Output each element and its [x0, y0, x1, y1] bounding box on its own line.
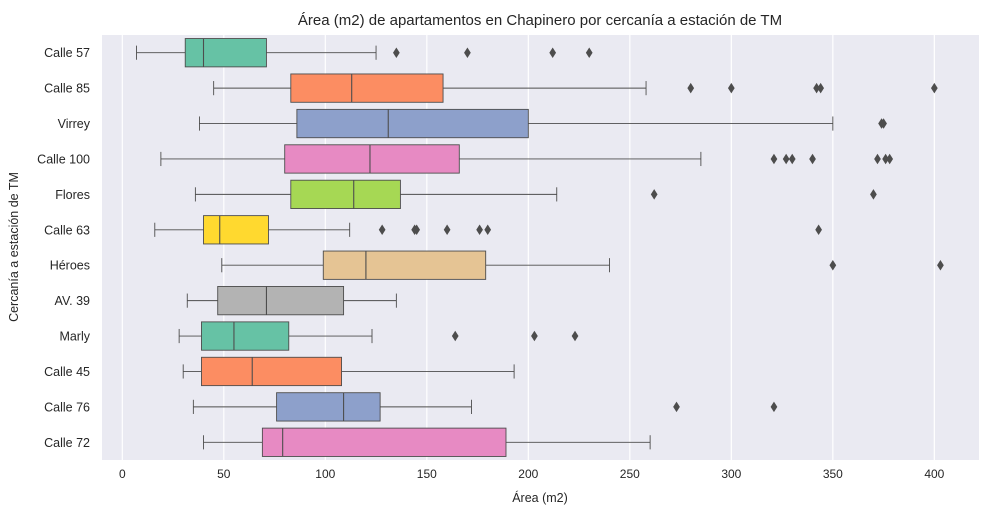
outlier-4-1	[870, 189, 877, 200]
outlier-10-0	[673, 401, 680, 413]
plot-background	[102, 35, 979, 460]
box-1	[290, 73, 444, 103]
box-11	[261, 427, 507, 457]
outlier-0-0	[393, 47, 400, 58]
outlier-3-3	[809, 153, 816, 165]
chart-title: Área (m2) de apartamentos en Chapinero p…	[298, 12, 782, 29]
box-5	[203, 215, 269, 245]
outlier-1-3	[817, 82, 825, 94]
outlier-5-3	[443, 224, 451, 236]
x-tick-label-250: 250	[620, 467, 640, 481]
outlier-6-1	[937, 259, 944, 271]
outlier-10-1	[770, 401, 778, 413]
y-tick-label-3: Calle 100	[37, 152, 90, 166]
outlier-1-0	[687, 82, 695, 94]
box-group-11	[203, 427, 651, 457]
y-tick-label-2: Virrey	[58, 117, 91, 131]
x-tick-label-300: 300	[721, 467, 741, 481]
outlier-3-2	[788, 153, 796, 165]
box-group-1	[213, 73, 938, 103]
y-tick-label-1: Calle 85	[44, 82, 90, 96]
box-group-10	[192, 392, 778, 422]
box-group-5	[154, 215, 822, 245]
y-tick-label-5: Calle 63	[44, 223, 90, 237]
y-axis-label: Cercanía a estación de TM	[7, 172, 21, 322]
outlier-2-1	[880, 118, 887, 129]
x-tick-label-0: 0	[119, 467, 126, 481]
box-group-7	[186, 286, 397, 316]
y-tick-labels: Calle 57 Calle 85 Virrey Calle 100 Flores Cal…	[37, 46, 91, 450]
outlier-8-0	[451, 330, 459, 342]
x-tick-label-400: 400	[924, 467, 944, 481]
x-axis-label: Área (m2)	[512, 490, 568, 505]
box-3	[284, 144, 460, 174]
outlier-3-0	[770, 153, 778, 165]
y-tick-label-11: Calle 72	[44, 436, 90, 450]
y-tick-label-4: Flores	[55, 188, 90, 202]
y-tick-label-0: Calle 57	[44, 46, 90, 60]
x-tick-label-150: 150	[417, 467, 437, 481]
box-6	[322, 250, 487, 280]
outlier-5-2	[413, 224, 421, 236]
y-tick-label-10: Calle 76	[44, 400, 90, 414]
box-9	[201, 356, 343, 387]
outlier-5-6	[815, 224, 822, 236]
outlier-1-4	[930, 82, 938, 94]
outlier-1-1	[727, 82, 735, 94]
boxes	[136, 38, 944, 457]
x-tick-labels: 0 50 100 150 200 250 300 350 400	[119, 467, 945, 481]
box-group-4	[194, 179, 877, 209]
box-group-9	[182, 356, 515, 387]
outlier-5-5	[484, 224, 492, 236]
box-group-2	[198, 108, 887, 139]
outlier-5-4	[476, 224, 483, 236]
outlier-8-2	[571, 330, 579, 342]
box-group-3	[160, 144, 894, 174]
box-4	[290, 179, 401, 209]
x-tick-label-200: 200	[518, 467, 538, 481]
outlier-1-2	[813, 82, 820, 94]
x-tick-label-50: 50	[217, 467, 231, 481]
outlier-8-1	[531, 330, 538, 342]
box-10	[276, 392, 381, 422]
outlier-3-6	[886, 153, 894, 165]
outlier-4-0	[650, 189, 658, 200]
outlier-0-3	[585, 47, 593, 58]
outlier-3-5	[882, 153, 889, 165]
box-group-8	[178, 321, 579, 351]
box-0	[184, 38, 267, 68]
outlier-3-4	[874, 153, 881, 165]
outlier-6-0	[829, 259, 837, 271]
y-tick-label-6: Héroes	[50, 259, 90, 273]
x-tick-label-350: 350	[823, 467, 843, 481]
x-tick-label-100: 100	[315, 467, 335, 481]
gridlines	[121, 35, 935, 460]
box-2	[296, 108, 529, 139]
outlier-5-0	[378, 224, 386, 236]
box-7	[217, 286, 345, 316]
box-8	[201, 321, 290, 351]
box-group-6	[221, 250, 944, 280]
outlier-0-2	[549, 47, 557, 58]
box-group-0	[136, 38, 593, 68]
y-tick-label-8: Marly	[59, 330, 90, 344]
outlier-3-1	[782, 153, 790, 165]
outlier-0-1	[464, 47, 471, 58]
y-tick-label-7: AV. 39	[55, 294, 90, 308]
y-tick-label-9: Calle 45	[44, 365, 90, 379]
